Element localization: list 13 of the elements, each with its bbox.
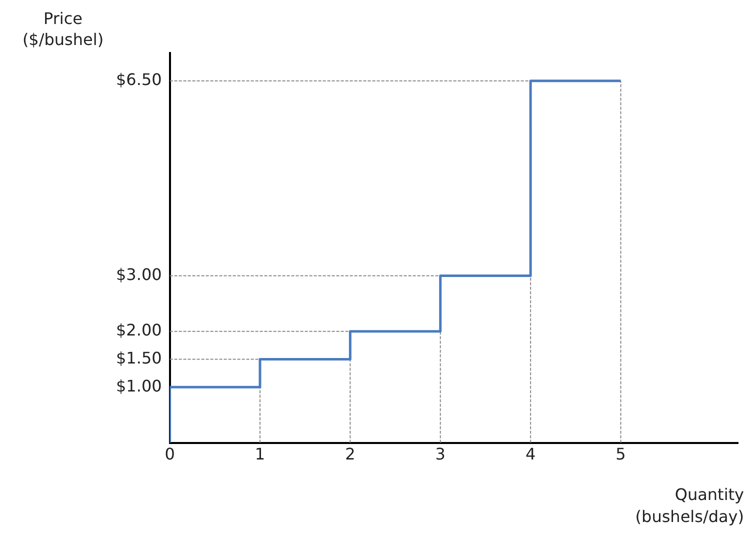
y-axis-title: Price ($/bushel) xyxy=(22,9,104,50)
x-tick-label: 5 xyxy=(616,444,626,464)
y-tick-label: $1.50 xyxy=(116,348,162,368)
y-tick-label: $2.00 xyxy=(116,320,162,340)
x-axis-title: Quantity (bushels/day) xyxy=(635,485,744,526)
x-tick-label: 0 xyxy=(164,444,175,464)
y-tick-label: $3.00 xyxy=(116,264,162,284)
y-tick-label: $6.50 xyxy=(116,70,162,89)
x-tick-label: 1 xyxy=(254,444,266,464)
x-tick-label: 4 xyxy=(525,444,536,464)
x-tick-label: 3 xyxy=(435,444,446,464)
y-tick-label: $1.00 xyxy=(116,376,162,396)
x-tick-label: 2 xyxy=(345,444,356,464)
